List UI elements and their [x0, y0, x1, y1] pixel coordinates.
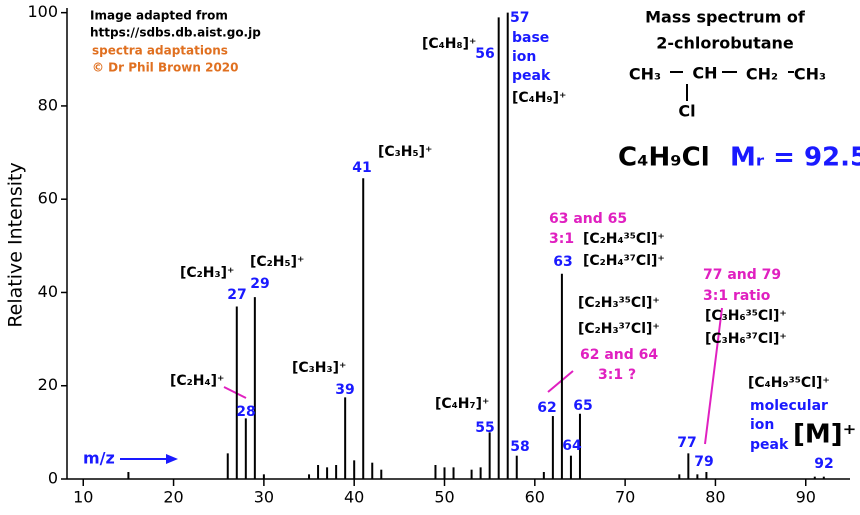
- peak-label: 65: [573, 398, 592, 414]
- annotation: 3:1: [549, 231, 574, 247]
- x-tick-label: 40: [344, 488, 364, 507]
- annotation: base: [512, 30, 549, 46]
- y-axis-label: Relative Intensity: [5, 162, 27, 327]
- peak-label: 56: [475, 46, 494, 62]
- formula: C₄H₉Cl: [618, 143, 710, 173]
- structure-bonds: [670, 71, 794, 101]
- y-tick-label: 80: [38, 95, 58, 114]
- annotation: 63 and 65: [549, 211, 627, 227]
- annotation: ion: [512, 49, 536, 65]
- annotation: [C₃H₃]⁺: [292, 360, 346, 376]
- annotation: peak: [750, 437, 789, 453]
- structure-substituent: Cl: [678, 102, 695, 121]
- mz-arrow: [120, 454, 178, 464]
- peak-label: 58: [510, 439, 529, 455]
- peak-label: 29: [250, 276, 269, 292]
- annotation: Image adapted from: [90, 9, 228, 23]
- annotation: peak: [512, 68, 551, 84]
- annotation: molecular: [750, 398, 828, 414]
- peak-label: 57: [510, 10, 529, 26]
- peak-label: 55: [475, 420, 494, 436]
- annotation: [C₄H₇]⁺: [435, 396, 489, 412]
- peak-label: 62: [537, 400, 556, 416]
- structure-group: CH: [692, 64, 717, 83]
- y-tick-label: 20: [38, 375, 58, 394]
- annotation: m/z: [83, 449, 115, 468]
- annotation: [C₂H₃³⁷Cl]⁺: [578, 321, 660, 337]
- peak-label: 92: [814, 456, 833, 472]
- y-tick-label: 100: [27, 2, 58, 21]
- annotation: [C₄H₉]⁺: [512, 90, 566, 106]
- annotation: [C₃H₆³⁵Cl]⁺: [705, 308, 787, 324]
- annotation: [C₂H₅]⁺: [250, 254, 304, 270]
- x-tick-label: 50: [434, 488, 454, 507]
- pointer-lines: [223, 307, 723, 445]
- x-tick-label: 60: [525, 488, 545, 507]
- peak-label: 63: [553, 254, 572, 270]
- annotation: [C₄H₈]⁺: [422, 36, 476, 52]
- annotation: [C₃H₅]⁺: [378, 144, 432, 160]
- annotation: [C₃H₆³⁷Cl]⁺: [705, 331, 787, 347]
- annotation: 3:1 ?: [598, 367, 636, 383]
- peak-label: 77: [677, 435, 696, 451]
- peak-label: 41: [352, 160, 371, 176]
- annotation: 62 and 64: [580, 347, 658, 363]
- x-tick-label: 10: [73, 488, 93, 507]
- peak-label: 64: [562, 438, 582, 454]
- x-tick-label: 20: [163, 488, 183, 507]
- annotation: 3:1 ratio: [703, 288, 771, 304]
- x-tick-label: 90: [796, 488, 816, 507]
- y-tick-label: 60: [38, 189, 58, 208]
- annotation: © Dr Phil Brown 2020: [92, 61, 239, 75]
- peak-label: 79: [694, 454, 713, 470]
- peak-label: 27: [227, 287, 246, 303]
- structure-group: CH₂: [746, 65, 778, 84]
- structure-group: CH₃: [629, 65, 661, 84]
- annotation: spectra adaptations: [92, 44, 228, 58]
- annotation: [C₂H₄]⁺: [170, 373, 224, 389]
- chart-title: Mass spectrum of: [645, 8, 806, 27]
- annotation: [C₂H₃³⁵Cl]⁺: [578, 295, 660, 311]
- x-tick-label: 70: [615, 488, 635, 507]
- annotation: [C₂H₄³⁷Cl]⁺: [583, 253, 665, 269]
- y-tick-label: 40: [38, 282, 58, 301]
- x-tick-label: 80: [705, 488, 725, 507]
- y-tick-label: 0: [48, 469, 58, 488]
- peak-label: 39: [335, 382, 354, 398]
- structure-group: CH₃: [794, 65, 826, 84]
- chart-subtitle: 2-chlorobutane: [656, 34, 794, 53]
- annotation: ion: [750, 417, 774, 433]
- annotation: https://sdbs.db.aist.go.jp: [90, 26, 261, 40]
- annotation: [C₂H₄³⁵Cl]⁺: [583, 231, 665, 247]
- relative-mass: Mᵣ = 92.5: [730, 143, 860, 173]
- x-tick-label: 30: [254, 488, 274, 507]
- annotation: 77 and 79: [703, 267, 781, 283]
- annotation: [C₂H₃]⁺: [180, 265, 234, 281]
- peak-label: 28: [236, 404, 255, 420]
- molecular-ion-symbol: [M]⁺: [793, 420, 856, 450]
- annotation: [C₄H₉³⁵Cl]⁺: [748, 375, 830, 391]
